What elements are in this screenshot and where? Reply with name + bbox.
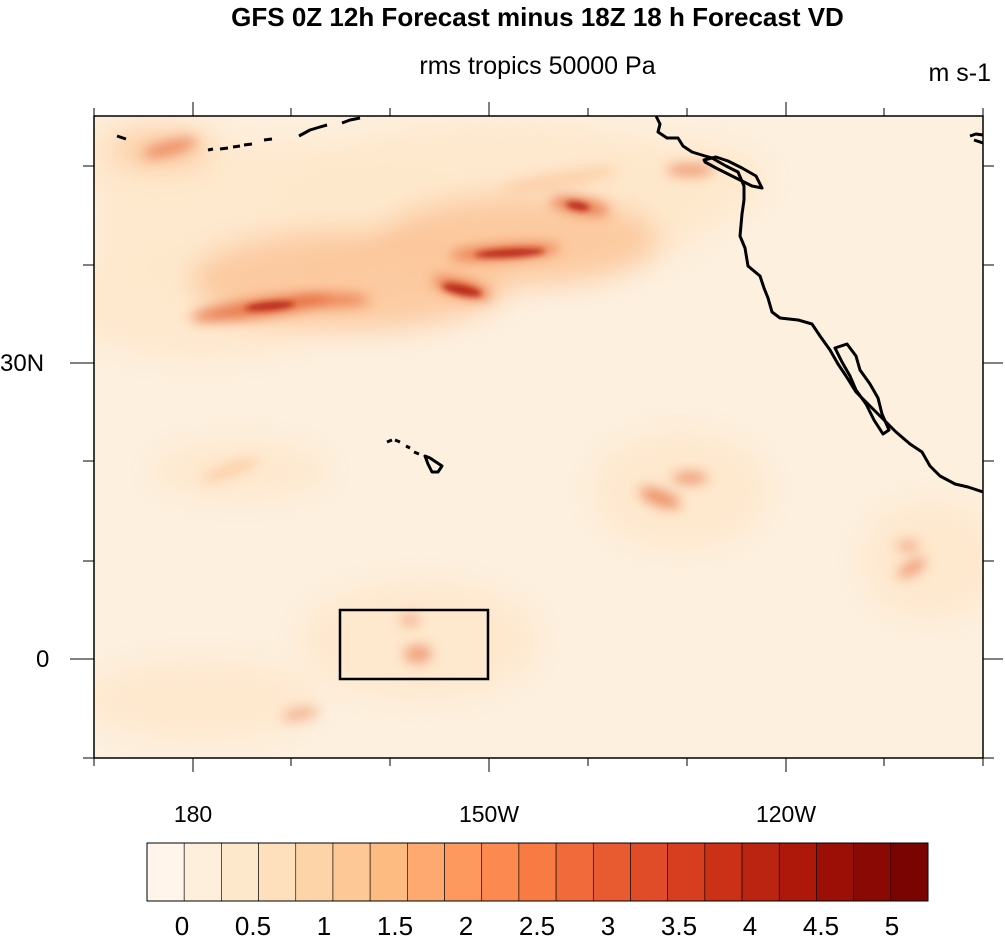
colorbar-label: 2.5 [518, 911, 556, 941]
hawaii-islands [386, 438, 444, 474]
colorbar-segment [295, 842, 334, 902]
field-patch [860, 500, 983, 620]
field-streak [142, 138, 198, 158]
field-patch [94, 660, 320, 740]
field-peak [566, 201, 590, 211]
colorbar [146, 842, 929, 902]
field-peak [245, 301, 295, 311]
equatorial-region-box [338, 608, 490, 681]
alaska-coastline-fragment-2 [341, 116, 361, 125]
colorbar-label: 5 [884, 911, 900, 941]
units-label: m s-1 [928, 59, 992, 87]
field-streak [404, 645, 432, 663]
field-streak [897, 558, 927, 578]
field-streak [672, 472, 708, 484]
colorbar-segment [146, 842, 185, 902]
colorbar-label: 3.5 [660, 911, 698, 941]
plot-subtitle: rms tropics 50000 Pa [419, 52, 656, 80]
colorbar-segment [853, 842, 892, 902]
colorbar-segment [778, 842, 817, 902]
lon-label-120w: 120W [755, 801, 817, 827]
field-streak [400, 614, 420, 626]
colorbar-label: 4 [742, 911, 758, 941]
lat-label-30n: 30N [0, 350, 45, 377]
lat-label-equator: 0 [36, 646, 50, 673]
canada-coastline-fragment [969, 132, 983, 145]
colorbar-segment [444, 842, 483, 902]
plot-frame [93, 115, 984, 759]
plot-title: GFS 0Z 12h Forecast minus 18Z 18 h Forec… [231, 2, 844, 32]
colorbar-segment [630, 842, 668, 902]
colorbar-label: 1 [316, 911, 332, 941]
field-streak [302, 227, 458, 273]
colorbar-segment [592, 842, 631, 902]
colorbar-segment [518, 842, 557, 902]
colorbar-segment [481, 842, 520, 902]
colorbar-segment [369, 842, 408, 902]
colorbar-label: 0 [174, 911, 190, 941]
colorbar-segment [555, 842, 594, 902]
north-america-coastline [654, 116, 983, 494]
field-peaks [245, 201, 590, 311]
colorbar-segment [667, 842, 706, 902]
rms-field [94, 116, 983, 758]
alaska-coastline-fragment-1 [298, 123, 328, 138]
colorbar-segment [258, 842, 297, 902]
field-patch [300, 580, 540, 700]
colorbar-segment [741, 842, 780, 902]
colorbar-segment [221, 842, 259, 902]
colorbar-segment [407, 842, 445, 902]
field-streak [290, 293, 370, 307]
field-peak [475, 248, 545, 258]
colorbar-segment [332, 842, 371, 902]
colorbar-segment [183, 842, 222, 902]
baja-peninsula-coastline [833, 342, 891, 436]
coastlines [116, 116, 983, 494]
colorbar-segment [704, 842, 743, 902]
field-patch [590, 430, 770, 550]
colorbar-label: 1.5 [376, 911, 414, 941]
gulf-islands-coastline [702, 155, 764, 190]
lon-label-150w: 150W [458, 801, 520, 827]
colorbar-frame [146, 842, 929, 902]
field-patch [380, 195, 660, 285]
colorbar-segment [816, 842, 854, 902]
field-streak [666, 164, 714, 176]
colorbar-label: 4.5 [802, 911, 840, 941]
field-streak [639, 487, 681, 509]
colorbar-segment [890, 842, 929, 902]
field-streak [201, 458, 259, 482]
field-streak [282, 707, 318, 721]
lon-label-180: 180 [173, 801, 213, 827]
colorbar-label: 2 [458, 911, 474, 941]
axis-ticks [70, 102, 1003, 772]
field-streak [896, 541, 920, 551]
aleutian-islands [116, 134, 273, 152]
field-streak [500, 166, 620, 194]
field-peak [442, 283, 482, 297]
colorbar-label: 3 [600, 911, 616, 941]
colorbar-label: 0.5 [234, 911, 272, 941]
